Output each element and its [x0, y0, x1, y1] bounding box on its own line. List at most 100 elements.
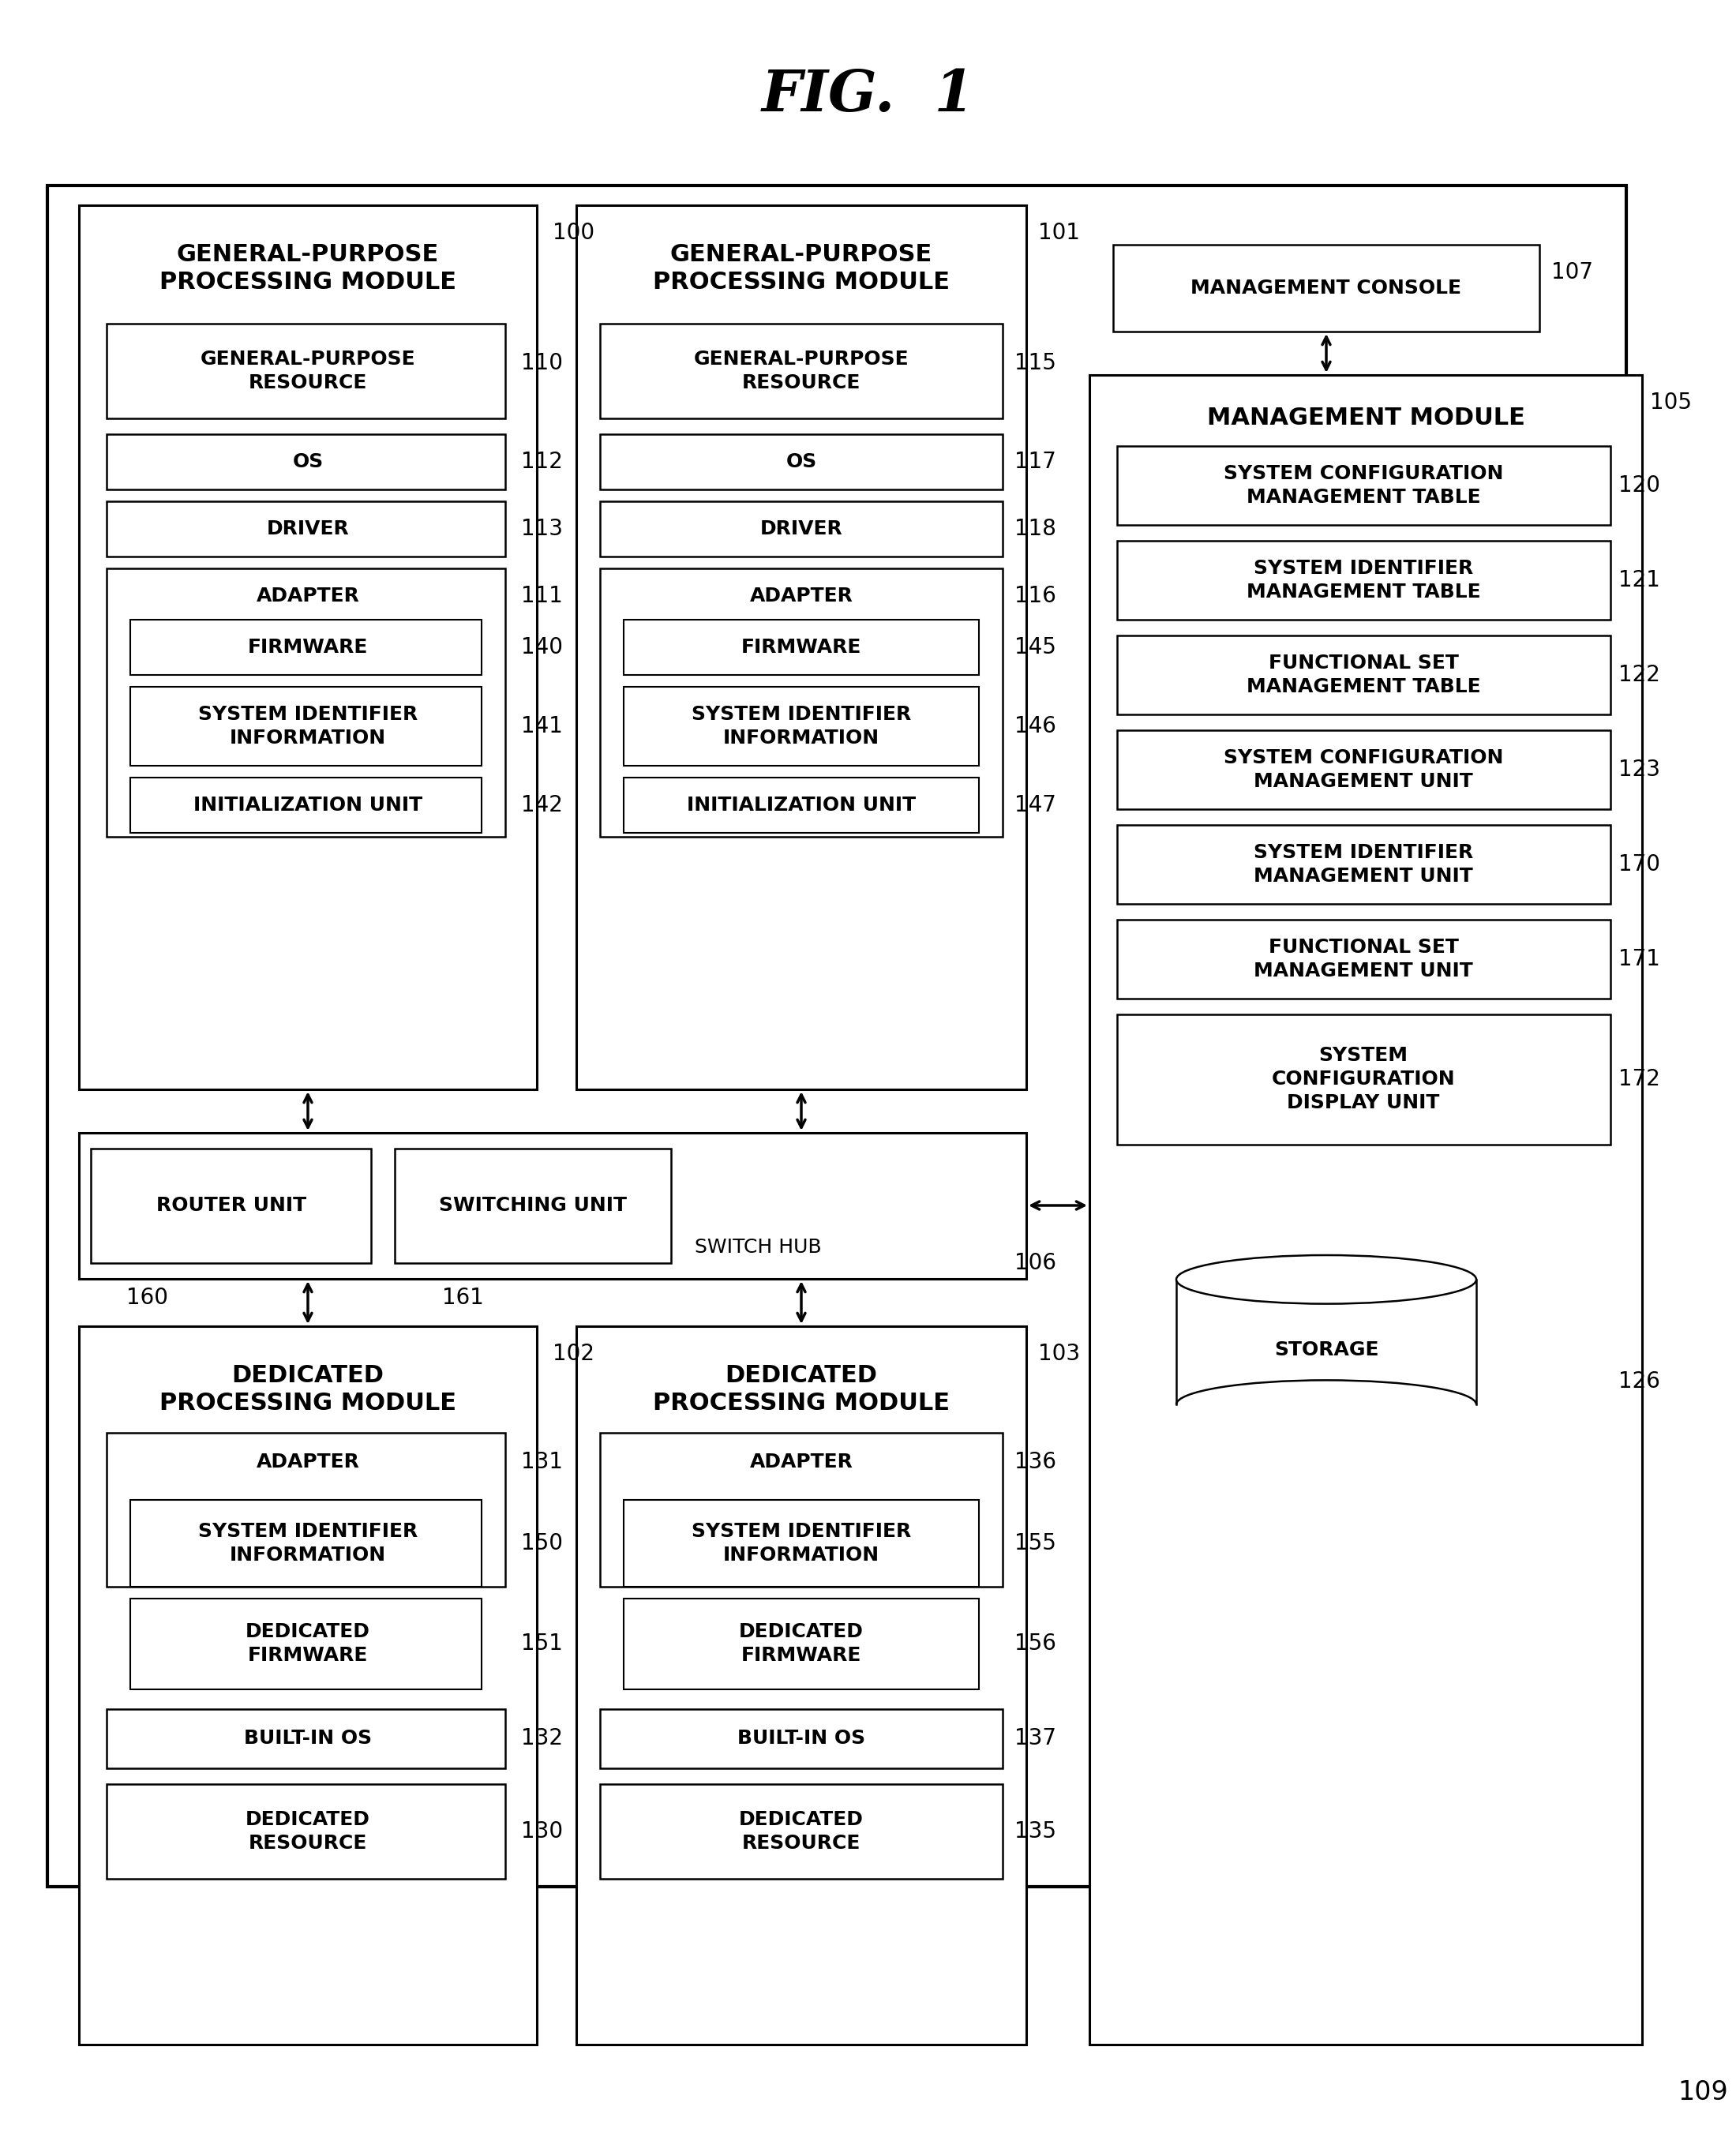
Text: 107: 107 — [1552, 262, 1594, 284]
Text: 141: 141 — [521, 715, 562, 737]
Text: SYSTEM CONFIGURATION
MANAGEMENT TABLE: SYSTEM CONFIGURATION MANAGEMENT TABLE — [1224, 464, 1503, 507]
Bar — [601, 1785, 1003, 1880]
Text: 136: 136 — [1014, 1450, 1055, 1474]
Text: 142: 142 — [521, 795, 562, 816]
Text: 132: 132 — [521, 1727, 562, 1748]
Text: SYSTEM IDENTIFIER
MANAGEMENT TABLE: SYSTEM IDENTIFIER MANAGEMENT TABLE — [1246, 558, 1481, 601]
Bar — [78, 1132, 1026, 1278]
Text: 117: 117 — [1014, 451, 1055, 473]
Bar — [601, 1433, 1003, 1587]
Text: FIG.  1: FIG. 1 — [762, 67, 974, 122]
Ellipse shape — [1177, 1254, 1476, 1304]
Text: MANAGEMENT CONSOLE: MANAGEMENT CONSOLE — [1191, 279, 1462, 299]
Bar — [601, 434, 1003, 490]
Text: GENERAL-PURPOSE
PROCESSING MODULE: GENERAL-PURPOSE PROCESSING MODULE — [160, 243, 457, 294]
Text: DEDICATED
FIRMWARE: DEDICATED FIRMWARE — [740, 1622, 863, 1665]
Text: 130: 130 — [521, 1819, 562, 1843]
Text: GENERAL-PURPOSE
PROCESSING MODULE: GENERAL-PURPOSE PROCESSING MODULE — [653, 243, 950, 294]
Bar — [1116, 447, 1611, 524]
Text: 146: 146 — [1014, 715, 1055, 737]
Text: 131: 131 — [521, 1450, 562, 1474]
Text: 161: 161 — [443, 1287, 484, 1308]
Bar — [1116, 541, 1611, 619]
Text: 140: 140 — [521, 636, 562, 659]
Bar — [47, 185, 1627, 1886]
Text: 112: 112 — [521, 451, 562, 473]
Text: BUILT-IN OS: BUILT-IN OS — [243, 1729, 372, 1748]
Bar — [623, 778, 979, 833]
Text: 145: 145 — [1014, 636, 1055, 659]
Text: 100: 100 — [552, 221, 594, 245]
Text: MANAGEMENT MODULE: MANAGEMENT MODULE — [1207, 406, 1524, 430]
Text: 103: 103 — [1038, 1342, 1080, 1364]
Bar — [601, 569, 1003, 838]
Text: ADAPTER: ADAPTER — [750, 586, 852, 606]
Text: GENERAL-PURPOSE
RESOURCE: GENERAL-PURPOSE RESOURCE — [694, 350, 910, 393]
Text: 105: 105 — [1649, 391, 1693, 415]
Text: SYSTEM IDENTIFIER
MANAGEMENT UNIT: SYSTEM IDENTIFIER MANAGEMENT UNIT — [1253, 844, 1474, 885]
Bar — [106, 1785, 505, 1880]
Text: ROUTER UNIT: ROUTER UNIT — [156, 1196, 306, 1216]
Bar — [1116, 636, 1611, 715]
Text: SYSTEM IDENTIFIER
INFORMATION: SYSTEM IDENTIFIER INFORMATION — [691, 1523, 911, 1564]
Bar — [130, 619, 481, 674]
Text: GENERAL-PURPOSE
RESOURCE: GENERAL-PURPOSE RESOURCE — [200, 350, 415, 393]
Bar — [1113, 245, 1540, 331]
Text: SYSTEM
CONFIGURATION
DISPLAY UNIT: SYSTEM CONFIGURATION DISPLAY UNIT — [1271, 1046, 1455, 1113]
Bar — [601, 324, 1003, 419]
Text: DEDICATED
PROCESSING MODULE: DEDICATED PROCESSING MODULE — [653, 1364, 950, 1416]
Text: STORAGE: STORAGE — [1274, 1340, 1378, 1360]
Bar — [106, 324, 505, 419]
Bar — [1116, 730, 1611, 810]
Bar — [106, 1710, 505, 1768]
Text: SWITCHING UNIT: SWITCHING UNIT — [439, 1196, 627, 1216]
Text: 155: 155 — [1014, 1532, 1055, 1555]
Text: ADAPTER: ADAPTER — [257, 1452, 359, 1471]
Text: 150: 150 — [521, 1532, 562, 1555]
Text: SWITCH HUB: SWITCH HUB — [694, 1237, 821, 1257]
Bar — [1116, 1014, 1611, 1145]
Text: 120: 120 — [1618, 475, 1660, 496]
Bar — [78, 206, 536, 1089]
Bar — [623, 1499, 979, 1587]
Text: INITIALIZATION UNIT: INITIALIZATION UNIT — [193, 795, 422, 814]
Bar — [78, 1325, 536, 2045]
Text: BUILT-IN OS: BUILT-IN OS — [738, 1729, 865, 1748]
Text: 172: 172 — [1618, 1068, 1660, 1091]
Bar — [90, 1149, 372, 1263]
Bar — [623, 619, 979, 674]
Text: ADAPTER: ADAPTER — [750, 1452, 852, 1471]
Bar — [106, 569, 505, 838]
Text: SYSTEM CONFIGURATION
MANAGEMENT UNIT: SYSTEM CONFIGURATION MANAGEMENT UNIT — [1224, 748, 1503, 790]
Text: 118: 118 — [1014, 518, 1055, 539]
Text: FIRMWARE: FIRMWARE — [741, 638, 861, 657]
Text: DEDICATED
RESOURCE: DEDICATED RESOURCE — [245, 1811, 370, 1852]
Text: DEDICATED
FIRMWARE: DEDICATED FIRMWARE — [245, 1622, 370, 1665]
Text: 115: 115 — [1014, 352, 1055, 374]
Bar — [623, 1598, 979, 1688]
Text: DRIVER: DRIVER — [760, 520, 842, 539]
Bar — [130, 687, 481, 765]
Text: 109: 109 — [1677, 2079, 1727, 2105]
Bar — [130, 1499, 481, 1587]
Bar — [106, 1433, 505, 1587]
Text: 137: 137 — [1014, 1727, 1055, 1748]
Text: OS: OS — [292, 453, 323, 470]
Bar — [1090, 376, 1642, 2045]
Text: DEDICATED
PROCESSING MODULE: DEDICATED PROCESSING MODULE — [160, 1364, 457, 1416]
Text: 160: 160 — [127, 1287, 168, 1308]
Text: SYSTEM IDENTIFIER
INFORMATION: SYSTEM IDENTIFIER INFORMATION — [198, 1523, 418, 1564]
Bar — [601, 500, 1003, 556]
Text: FIRMWARE: FIRMWARE — [248, 638, 368, 657]
Text: 102: 102 — [552, 1342, 594, 1364]
Text: FUNCTIONAL SET
MANAGEMENT UNIT: FUNCTIONAL SET MANAGEMENT UNIT — [1253, 939, 1474, 979]
Text: 156: 156 — [1014, 1632, 1055, 1654]
Text: DEDICATED
RESOURCE: DEDICATED RESOURCE — [740, 1811, 863, 1852]
Bar — [576, 206, 1026, 1089]
Text: 116: 116 — [1014, 584, 1055, 608]
Text: SYSTEM IDENTIFIER
INFORMATION: SYSTEM IDENTIFIER INFORMATION — [691, 705, 911, 748]
Text: 171: 171 — [1618, 947, 1660, 971]
Bar — [106, 434, 505, 490]
Text: 122: 122 — [1618, 664, 1660, 685]
Text: FUNCTIONAL SET
MANAGEMENT TABLE: FUNCTIONAL SET MANAGEMENT TABLE — [1246, 653, 1481, 696]
